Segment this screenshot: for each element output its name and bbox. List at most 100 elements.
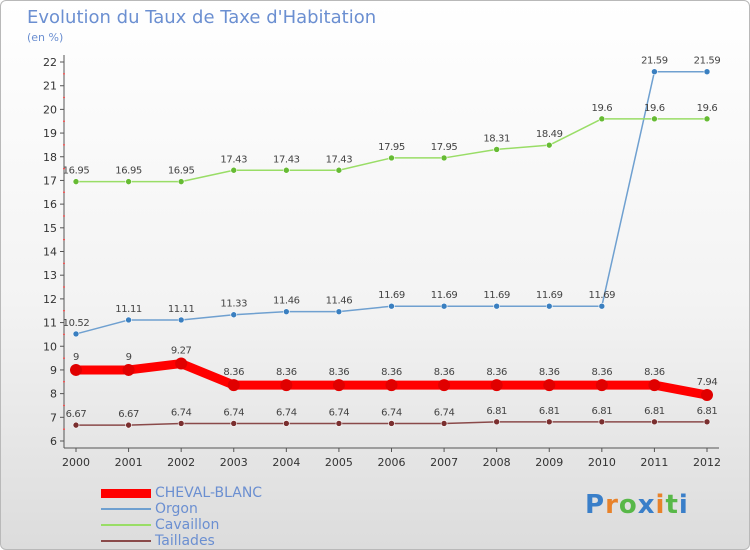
x-tick-label: 2010	[588, 456, 616, 469]
x-tick-label: 2005	[325, 456, 353, 469]
series-point-cheval-blanc	[280, 379, 293, 392]
y-tick-label: 8	[50, 388, 57, 401]
data-label-cavaillon: 17.43	[273, 154, 300, 165]
data-label-orgon: 11.33	[220, 299, 247, 310]
chart-title: Evolution du Taux de Taxe d'Habitation	[27, 7, 377, 28]
y-tick-label: 6	[50, 435, 57, 448]
series-point-taillades	[598, 418, 606, 426]
series-point-cavaillon	[72, 178, 80, 185]
series-point-cheval-blanc	[175, 357, 188, 370]
series-point-cavaillon	[440, 154, 448, 162]
data-label-cavaillon: 19.6	[591, 103, 612, 114]
x-tick-label: 2006	[378, 456, 406, 469]
data-label-cheval-blanc: 8.36	[329, 367, 350, 378]
series-point-cheval-blanc	[70, 363, 82, 376]
logo-letter: t	[665, 490, 679, 520]
series-point-cheval-blanc	[227, 379, 240, 392]
y-tick-label: 14	[43, 246, 57, 259]
data-label-cavaillon: 19.6	[644, 103, 665, 114]
y-minor-dot	[63, 333, 65, 336]
proxiti-logo: Proxiti	[585, 490, 689, 520]
y-tick-label: 21	[43, 80, 57, 93]
series-point-cavaillon	[703, 115, 711, 123]
series-point-cheval-blanc	[648, 379, 661, 392]
x-tick-label: 2000	[62, 456, 90, 469]
data-label-taillades: 6.81	[697, 406, 718, 417]
data-label-cavaillon: 16.95	[168, 166, 195, 177]
series-point-orgon	[230, 311, 238, 319]
data-label-cavaillon: 18.49	[536, 129, 563, 140]
data-label-cheval-blanc: 8.36	[591, 367, 612, 378]
y-minor-dot	[63, 120, 65, 123]
logo-letter: P	[585, 490, 606, 520]
chart-subtitle: (en %)	[27, 31, 64, 44]
data-label-cheval-blanc: 8.36	[434, 367, 455, 378]
series-point-orgon	[125, 316, 132, 324]
data-label-taillades: 6.81	[539, 406, 560, 417]
data-label-orgon: 11.69	[589, 290, 616, 301]
legend-item-cheval-blanc: CHEVAL-BLANC	[101, 485, 262, 501]
logo-letter: i	[678, 490, 689, 520]
data-label-orgon: 11.69	[378, 290, 405, 301]
series-point-cavaillon	[545, 141, 553, 149]
data-label-orgon: 11.11	[115, 304, 142, 315]
series-point-orgon	[440, 302, 448, 310]
logo-letter: i	[655, 490, 666, 520]
y-tick-label: 7	[50, 411, 57, 424]
data-label-taillades: 6.67	[66, 409, 87, 420]
legend-label: Orgon	[155, 500, 198, 517]
data-label-orgon: 11.46	[326, 296, 353, 307]
series-point-cheval-blanc	[595, 379, 608, 392]
data-label-cheval-blanc: 8.36	[644, 367, 665, 378]
series-point-orgon	[493, 302, 500, 310]
y-minor-dot	[63, 309, 65, 312]
chart-legend: CHEVAL-BLANC Orgon Cavaillon Taillades	[101, 485, 262, 549]
data-label-taillades: 6.74	[276, 407, 297, 418]
series-point-taillades	[335, 420, 343, 427]
x-tick-label: 2008	[483, 456, 511, 469]
y-tick-label: 19	[43, 127, 57, 140]
series-point-cavaillon	[230, 166, 238, 174]
data-label-taillades: 6.74	[223, 407, 244, 418]
series-point-cavaillon	[388, 154, 395, 162]
x-tick-label: 2007	[430, 456, 458, 469]
series-point-orgon	[651, 68, 658, 76]
legend-swatch	[101, 540, 151, 542]
series-point-taillades	[651, 418, 658, 426]
series-point-orgon	[545, 302, 553, 310]
series-point-cavaillon	[177, 178, 185, 185]
series-point-taillades	[283, 420, 290, 427]
data-label-cheval-blanc: 8.36	[223, 367, 244, 378]
y-tick-label: 22	[43, 56, 57, 69]
data-label-cavaillon: 18.31	[483, 133, 510, 144]
data-label-orgon: 21.59	[694, 56, 721, 67]
legend-label: Cavaillon	[155, 516, 220, 533]
legend-swatch	[101, 524, 151, 526]
y-tick-label: 12	[43, 293, 57, 306]
y-tick-label: 18	[43, 151, 57, 164]
series-point-cheval-blanc	[543, 379, 556, 392]
series-point-orgon	[283, 308, 290, 315]
series-point-cavaillon	[335, 166, 343, 174]
series-point-cheval-blanc	[701, 389, 713, 402]
logo-letter: o	[618, 490, 638, 520]
y-minor-dot	[63, 428, 65, 431]
y-minor-dot	[63, 72, 65, 75]
data-label-cheval-blanc: 8.36	[539, 367, 560, 378]
data-label-cheval-blanc: 8.36	[276, 367, 297, 378]
logo-letter: x	[637, 490, 656, 520]
y-tick-label: 15	[43, 222, 57, 235]
legend-label: CHEVAL-BLANC	[155, 484, 263, 501]
series-point-orgon	[388, 302, 395, 310]
y-tick-label: 17	[43, 174, 57, 187]
data-label-cheval-blanc: 9.27	[171, 346, 192, 357]
series-point-cheval-blanc	[438, 379, 451, 392]
data-label-taillades: 6.81	[486, 406, 507, 417]
legend-label: Taillades	[155, 532, 215, 549]
y-minor-dot	[63, 215, 65, 217]
data-label-orgon: 10.52	[63, 318, 90, 329]
series-point-taillades	[493, 418, 500, 426]
data-label-cavaillon: 17.95	[378, 142, 405, 153]
x-tick-label: 2001	[115, 456, 143, 469]
